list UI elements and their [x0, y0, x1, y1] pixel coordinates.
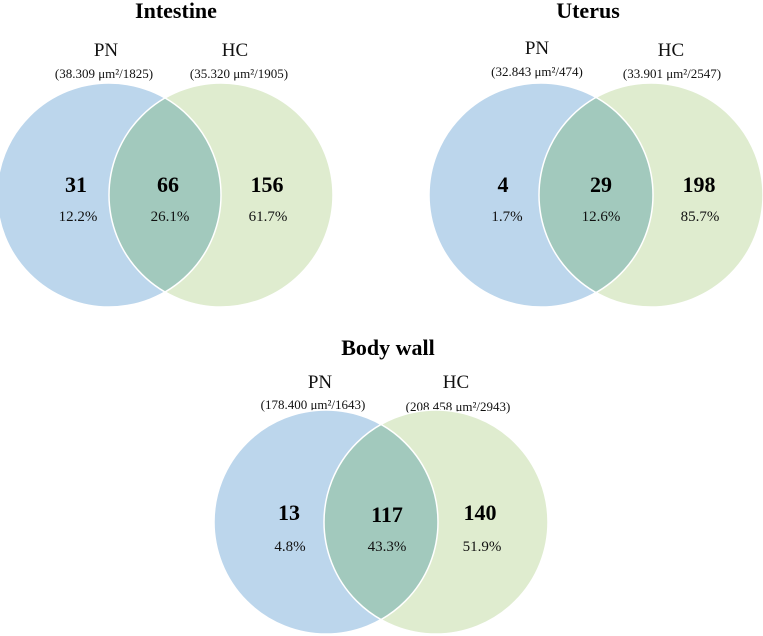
venn-uterus: Uterus PN (32.843 μm²/474) HC (33.901 μm… [428, 0, 763, 308]
circle-hc-outline [538, 82, 763, 308]
count-right-only: 156 [251, 172, 284, 197]
count-right-only: 198 [683, 172, 716, 197]
diagram-title: Intestine [135, 0, 217, 23]
count-overlap: 66 [157, 172, 179, 197]
circle-pn-outline [213, 409, 439, 635]
circle-hc-outline [323, 409, 549, 635]
region-overlap [109, 83, 221, 307]
pct-overlap: 12.6% [582, 209, 621, 225]
pct-right-only: 85.7% [681, 209, 720, 225]
circle-pn-outline [0, 82, 222, 308]
venn-body-wall: Body wall PN (178.400 μm²/1643) HC (208.… [213, 335, 549, 635]
pct-overlap: 43.3% [368, 539, 407, 555]
set-sublabel-right: (33.901 μm²/2547) [623, 66, 721, 81]
set-label-right: HC [658, 40, 684, 61]
region-overlap [539, 83, 653, 307]
pct-left-only: 12.2% [59, 209, 98, 225]
set-sublabel-right: (35.320 μm²/1905) [190, 66, 288, 81]
pct-right-only: 61.7% [249, 209, 288, 225]
count-left-only: 31 [65, 172, 87, 197]
set-sublabel-left: (38.309 μm²/1825) [55, 66, 153, 81]
diagram-title: Body wall [341, 335, 435, 360]
pct-right-only: 51.9% [463, 539, 502, 555]
set-label-right: HC [443, 372, 469, 393]
count-left-only: 13 [278, 500, 300, 525]
circle-pn-outline [428, 82, 654, 308]
count-overlap: 29 [590, 172, 612, 197]
count-left-only: 4 [498, 172, 509, 197]
set-label-right: HC [222, 40, 248, 61]
set-sublabel-left: (178.400 μm²/1643) [261, 397, 366, 412]
pct-overlap: 26.1% [151, 209, 190, 225]
set-label-left: PN [525, 38, 550, 59]
count-overlap: 117 [371, 502, 403, 527]
count-right-only: 140 [464, 500, 497, 525]
set-label-left: PN [308, 372, 333, 393]
set-sublabel-left: (32.843 μm²/474) [491, 64, 583, 79]
pct-left-only: 1.7% [491, 209, 522, 225]
pct-left-only: 4.8% [274, 539, 305, 555]
region-overlap [324, 410, 438, 634]
circle-hc-outline [108, 82, 334, 308]
diagram-title: Uterus [556, 0, 620, 23]
set-label-left: PN [94, 40, 119, 61]
venn-intestine: Intestine PN (38.309 μm²/1825) HC (35.32… [0, 0, 334, 308]
